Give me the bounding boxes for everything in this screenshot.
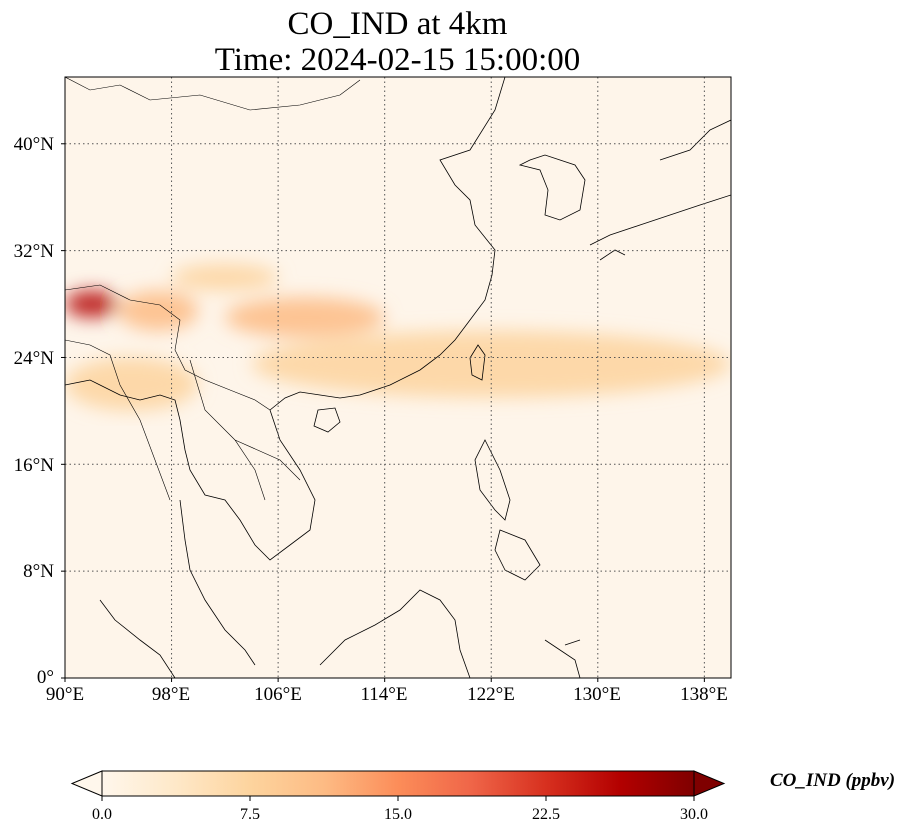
sulawesi-coastline	[544, 639, 581, 678]
lat-label-8n: 8°N	[23, 561, 54, 582]
lon-label-130e: 130°E	[573, 684, 621, 705]
colorbar-ticks	[101, 796, 695, 801]
lat-label-32n: 32°N	[13, 241, 54, 262]
colorbar-max-extend	[693, 770, 726, 797]
gridlines	[65, 77, 731, 678]
lat-label-16n: 16°N	[13, 455, 54, 476]
lon-label-114e: 114°E	[360, 684, 408, 705]
concentration-field	[65, 263, 731, 411]
map-frame	[64, 76, 732, 679]
colorbar-gradient	[101, 770, 695, 797]
colorbar-tick-7-5: 7.5	[240, 806, 260, 823]
colorbar-tick-0: 0.0	[92, 806, 112, 823]
colorbar	[70, 770, 726, 801]
borneo-coastline	[319, 589, 471, 678]
lon-label-106e: 106°E	[254, 684, 302, 705]
hainan-coastline	[313, 407, 341, 433]
axis-ticks	[61, 143, 705, 682]
colorbar-min-extend	[70, 770, 103, 797]
taiwan-coastline	[469, 344, 486, 381]
malay-peninsula-coastline	[179, 499, 256, 666]
colorbar-label: CO_IND (ppbv)	[770, 770, 896, 791]
korea-coastline	[518, 154, 586, 221]
map-title: CO_IND at 4km	[287, 6, 508, 42]
lon-label-90e: 90°E	[45, 684, 85, 705]
plume-1	[118, 290, 199, 331]
lon-label-98e: 98°E	[151, 684, 191, 705]
colorbar-tick-15: 15.0	[384, 806, 412, 823]
lon-label-138e: 138°E	[680, 684, 728, 705]
plume-2	[224, 297, 385, 338]
map-time-subtitle: Time: 2024-02-15 15:00:00	[214, 42, 581, 78]
inland-borders	[65, 77, 361, 501]
lat-label-40n: 40°N	[13, 134, 54, 155]
plume-3	[171, 263, 279, 291]
sumatra-coastline	[99, 599, 176, 678]
plume-0	[65, 290, 119, 318]
plume-5	[65, 357, 199, 411]
philippines-coastline	[474, 439, 541, 581]
lon-label-122e: 122°E	[467, 684, 515, 705]
plume-4	[251, 330, 731, 398]
lat-label-24n: 24°N	[13, 348, 54, 369]
colorbar-tick-22-5: 22.5	[532, 806, 560, 823]
japan-coastline	[589, 119, 731, 261]
coastlines	[65, 77, 731, 678]
china-coastline	[269, 77, 506, 411]
colorbar-tick-30: 30.0	[680, 806, 708, 823]
lat-label-0: 0°	[36, 667, 54, 688]
